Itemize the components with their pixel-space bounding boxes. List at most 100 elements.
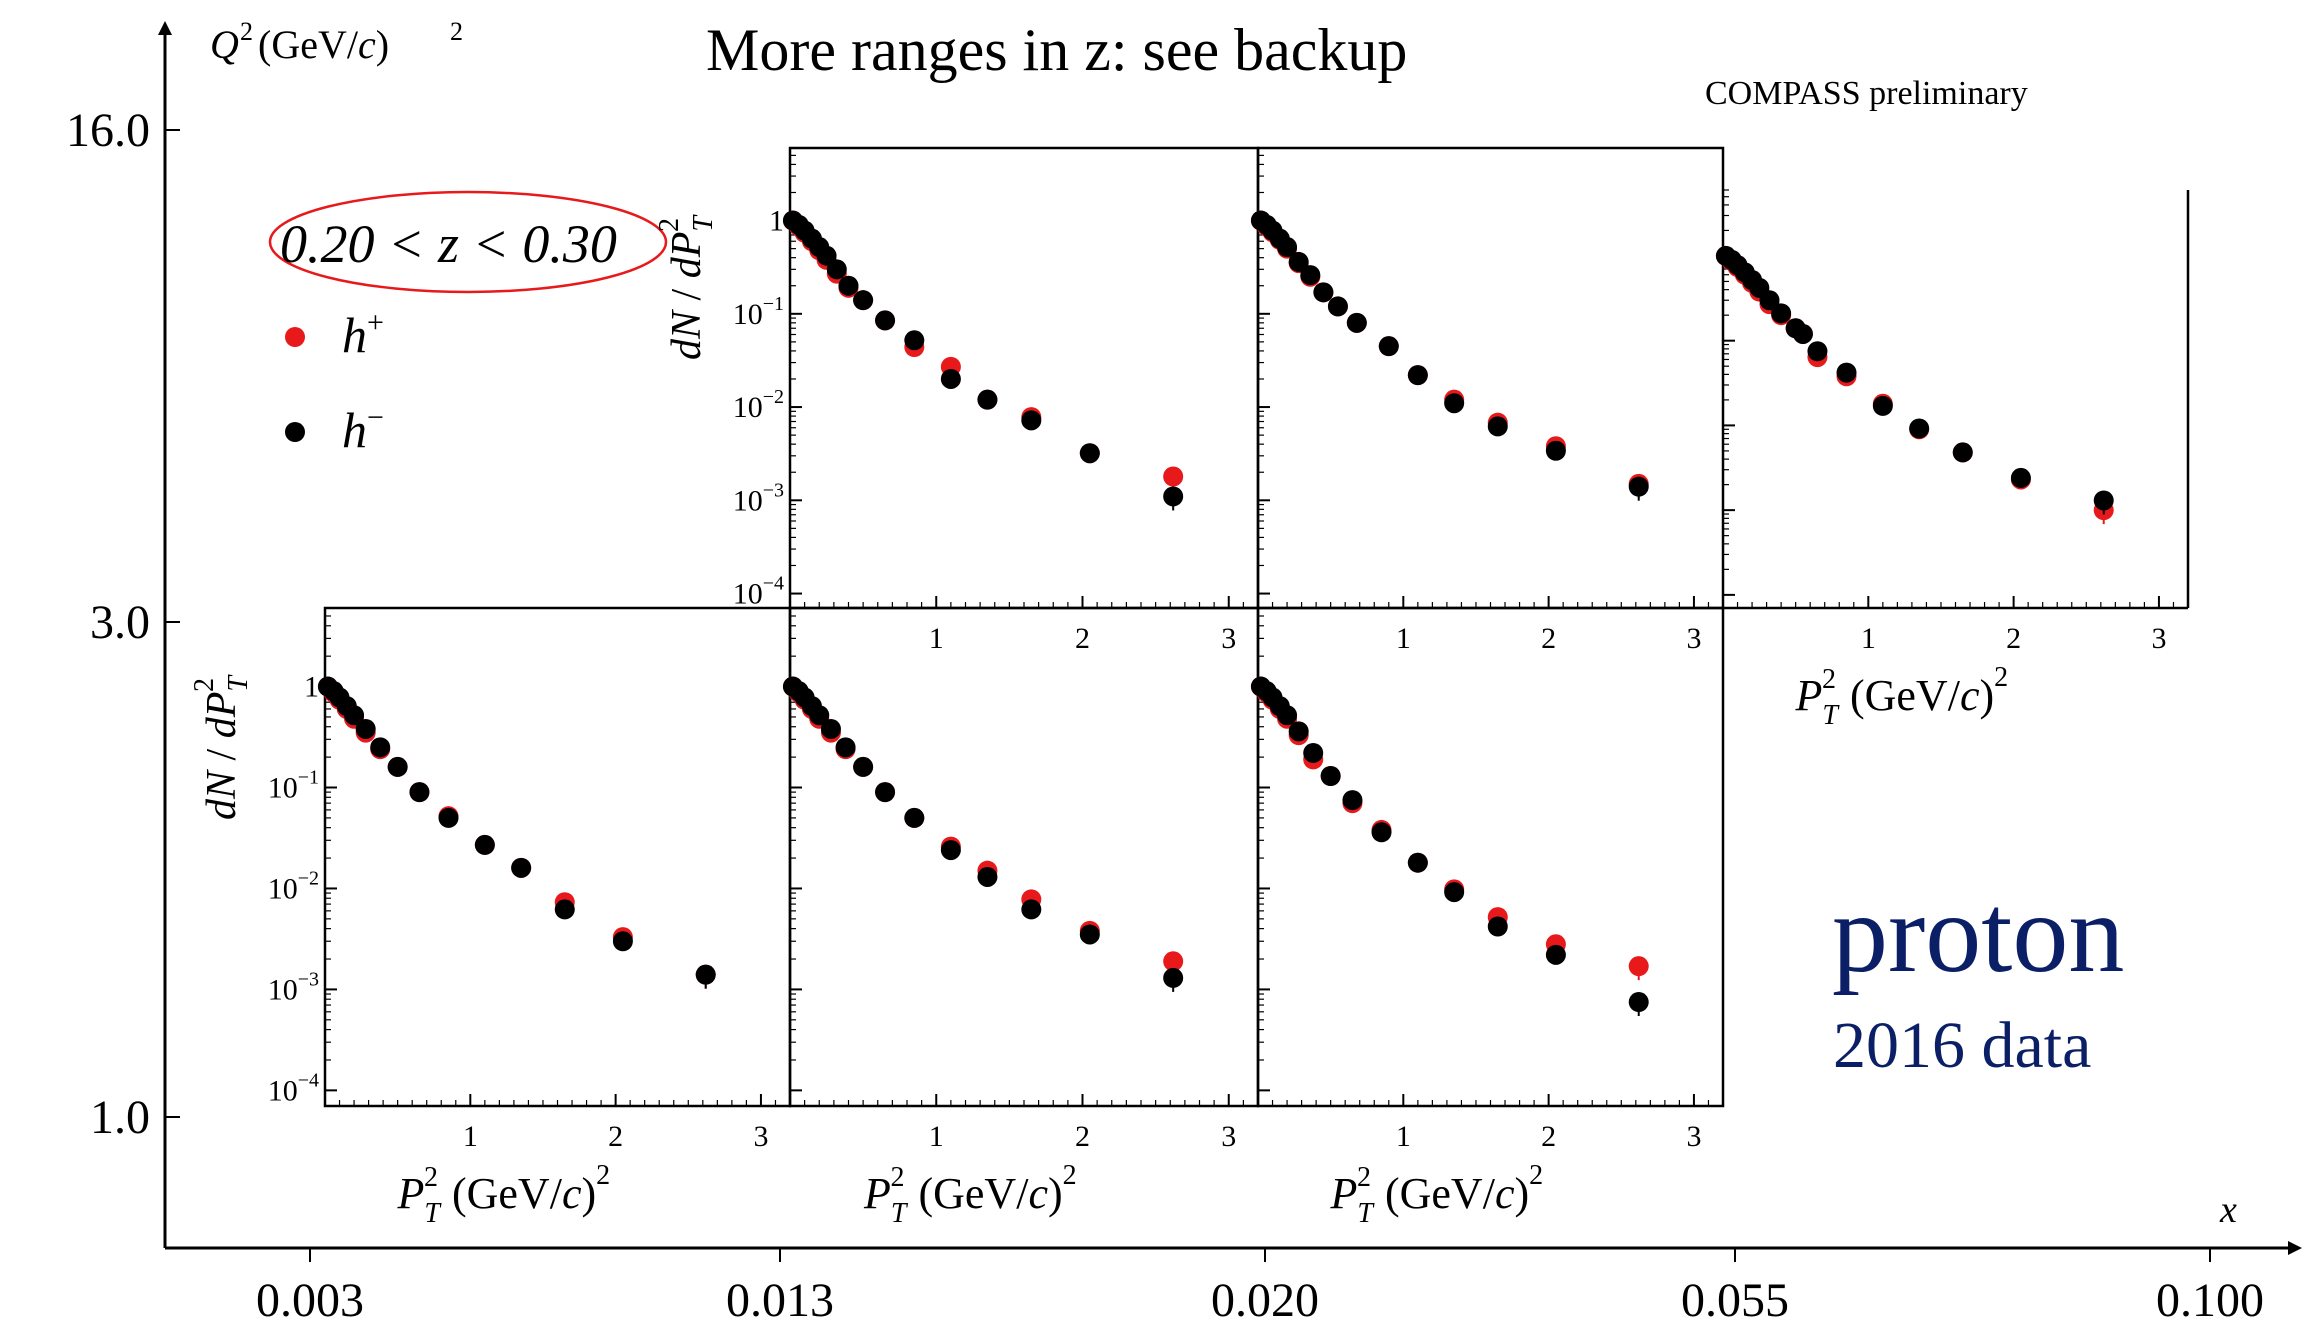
data-point — [904, 807, 925, 828]
series-h-minus — [1250, 210, 1649, 501]
data-point — [474, 834, 495, 855]
legend-z-range: 0.20 < z < 0.30 — [280, 214, 617, 274]
panel-frame — [788, 146, 1260, 610]
data-point — [554, 899, 575, 920]
data-point — [1759, 290, 1780, 311]
data-point — [1021, 899, 1042, 920]
data-point — [370, 737, 391, 758]
data-point — [1807, 341, 1828, 362]
panel-x-tick-label: 2 — [1075, 622, 1090, 655]
data-point — [1407, 852, 1428, 873]
data-point — [1771, 303, 1792, 324]
data-point — [1300, 265, 1321, 286]
data-point — [1342, 790, 1363, 811]
x-axis-label: PT2 (GeV/c)2 — [1795, 662, 2009, 731]
series-h-minus — [1250, 676, 1649, 1017]
data-point — [853, 290, 874, 311]
series-h-plus — [1250, 210, 1649, 498]
data-point — [1952, 442, 1973, 463]
data-point — [1378, 336, 1399, 357]
data-point — [1792, 323, 1813, 344]
y-axis-label: dN / dPT2 — [654, 214, 719, 360]
data-point — [1545, 944, 1566, 965]
panel-y-tick-label: 10−3 — [733, 479, 784, 517]
data-point — [1872, 395, 1893, 416]
data-point — [1320, 766, 1341, 787]
data-point — [875, 782, 896, 803]
panel-y-tick-label: 10−3 — [268, 968, 319, 1006]
panel-frame — [1256, 146, 1725, 610]
data-point — [1487, 916, 1508, 937]
data-point — [438, 807, 459, 828]
legend-marker-h-plus — [285, 327, 305, 347]
heading-note: More ranges in z: see backup — [706, 17, 1408, 83]
panel-x-tick-label: 2 — [608, 1120, 623, 1153]
data-point — [2010, 467, 2031, 488]
outer-axes: x Q 2 (GeV/c) 2 1.0 3.0 16.0 0.003 0.013 0.0… — [66, 17, 2302, 1327]
series-h-plus — [782, 676, 1184, 976]
data-point — [816, 245, 837, 266]
data-point — [1288, 721, 1309, 742]
q2-unit-exponent: 2 — [450, 17, 463, 46]
series-h-plus — [1250, 676, 1649, 981]
series-h-plus — [782, 210, 1184, 491]
data-point — [977, 389, 998, 410]
z-range-highlight-ellipse — [268, 190, 668, 294]
data-point — [344, 705, 365, 726]
data-point — [695, 964, 716, 985]
data-point — [977, 866, 998, 887]
panel: 1 2 3 PT2 (GeV/c)2 — [1250, 606, 1725, 1229]
data-point — [940, 840, 961, 861]
data-point — [940, 368, 961, 389]
panel-y-tick-label: 10−1 — [733, 293, 784, 331]
data-point — [1163, 967, 1184, 988]
panel-x-tick-label: 3 — [1221, 622, 1236, 655]
data-point — [1163, 466, 1184, 487]
legend: 0.20 < z < 0.30 h+ h− — [268, 190, 668, 458]
outer-x-tick-label: 0.013 — [726, 1274, 834, 1327]
data-point — [2093, 490, 2114, 511]
data-point — [1545, 440, 1566, 461]
data-point — [1407, 365, 1428, 386]
data-point — [904, 330, 925, 351]
data-point — [1021, 410, 1042, 431]
data-point — [1163, 951, 1184, 972]
outer-x-tick-label: 0.055 — [1681, 1274, 1789, 1327]
data-point — [1079, 924, 1100, 945]
outer-y-tick-label: 3.0 — [90, 596, 150, 649]
panel-x-tick-label: 3 — [1686, 622, 1701, 655]
data-point — [1628, 992, 1649, 1013]
data-point — [1371, 822, 1392, 843]
data-point — [1327, 296, 1348, 317]
panel-x-tick-label: 1 — [1861, 622, 1876, 655]
panel-x-tick-label: 2 — [1541, 1120, 1556, 1153]
dataset-label: 2016 data — [1833, 1009, 2092, 1082]
series-h-minus — [782, 210, 1184, 511]
panel-frame — [323, 606, 792, 1108]
outer-x-tick-label: 0.020 — [1211, 1274, 1319, 1327]
panel-y-tick-label: 10−2 — [733, 386, 784, 424]
data-point — [1346, 312, 1367, 333]
data-point — [612, 931, 633, 952]
data-point — [1277, 705, 1298, 726]
outer-y-tick-label: 1.0 — [90, 1091, 150, 1144]
data-point — [1836, 362, 1857, 383]
data-point — [1288, 251, 1309, 272]
panel-x-tick-label: 3 — [2151, 622, 2166, 655]
panel-x-tick-label: 1 — [1396, 622, 1411, 655]
outer-y-tick-label: 16.0 — [66, 104, 150, 157]
outer-x-tick-label: 0.003 — [256, 1274, 364, 1327]
target-label: proton — [1832, 872, 2125, 996]
series-h-minus — [782, 676, 1184, 992]
data-point — [1277, 237, 1298, 258]
data-point — [826, 259, 847, 280]
data-point — [820, 718, 841, 739]
panel-y-tick-label: 10−1 — [268, 767, 319, 805]
panel-x-tick-label: 2 — [1541, 622, 1556, 655]
x-axis-label: PT2 (GeV/c)2 — [1330, 1160, 1544, 1229]
data-point — [1628, 956, 1649, 977]
outer-x-label: x — [2219, 1189, 2237, 1231]
data-point — [853, 756, 874, 777]
panel: 1 2 3 PT2 (GeV/c)2 — [1715, 189, 2190, 731]
